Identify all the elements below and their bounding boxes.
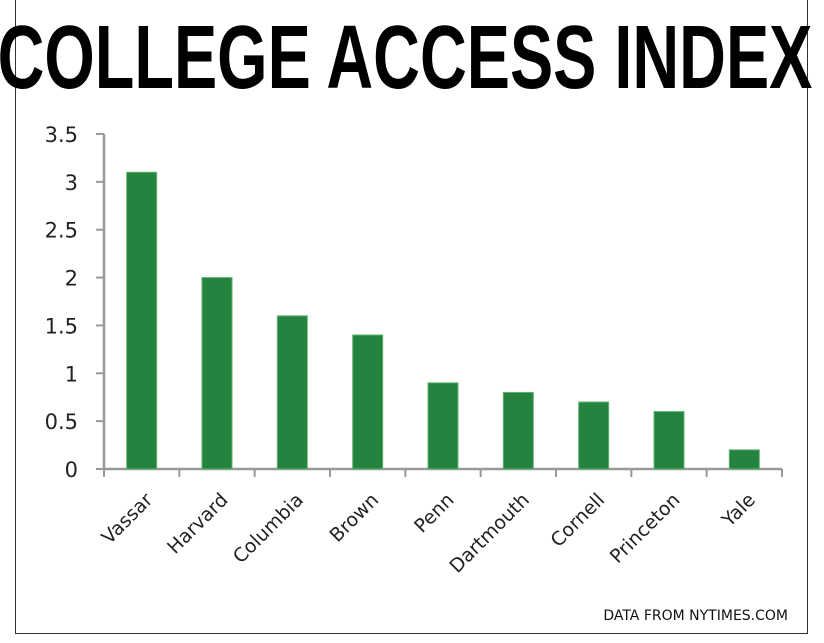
y-axis: 0 0.5 1 1.5 2 2.5 3 3.5	[45, 123, 106, 482]
x-tick-label: Yale	[717, 489, 760, 532]
y-tick-label: 1.5	[45, 314, 78, 338]
bar-dartmouth	[502, 391, 534, 470]
bar-cornell	[578, 401, 610, 470]
y-tick-label: 3.5	[45, 123, 78, 147]
bar-yale	[728, 449, 760, 470]
y-tick-label: 1	[65, 362, 78, 386]
x-tick-label: Harvard	[163, 489, 232, 558]
x-tick-label: Princeton	[606, 489, 685, 568]
x-tick-label: Cornell	[547, 489, 610, 552]
bar-columbia	[276, 315, 308, 470]
x-tick-label: Brown	[325, 489, 383, 547]
y-tick-label: 2	[65, 267, 78, 291]
bar-vassar	[126, 171, 158, 470]
x-tick-label: Dartmouth	[445, 489, 534, 578]
source-note: DATA FROM NYTIMES.COM	[603, 608, 788, 624]
bar-brown	[352, 334, 384, 470]
chart-frame	[15, 0, 808, 634]
chart-title: COLLEGE ACCESS INDEX	[0, 7, 812, 108]
y-tick-label: 0	[65, 458, 78, 482]
y-tick-label: 3	[65, 171, 78, 195]
bars	[126, 171, 760, 470]
x-tick-label: Vassar	[98, 489, 158, 549]
y-tick-label: 0.5	[45, 410, 78, 434]
bar-princeton	[653, 411, 685, 470]
bar-harvard	[201, 277, 233, 470]
bar-penn	[427, 382, 459, 470]
y-tick-label: 2.5	[45, 219, 78, 243]
x-tick-label: Columbia	[229, 489, 308, 568]
x-tick-label: Penn	[410, 489, 458, 537]
